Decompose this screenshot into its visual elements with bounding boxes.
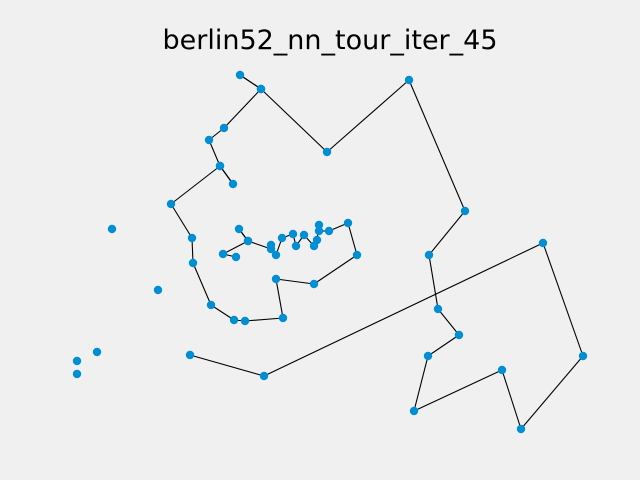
city-point [314,226,324,236]
city-point [235,70,245,80]
city-point [352,250,362,260]
tour-edge [223,88,262,129]
city-point [271,250,281,260]
tour-edge [501,369,522,430]
tour-edge [427,334,460,357]
city-point [314,220,324,230]
city-point [309,241,319,251]
tour-edge [192,262,212,306]
city-point [206,300,216,310]
unvisited-city-point [153,285,163,295]
tour-edge [208,139,221,167]
city-point [185,350,195,360]
city-points [72,70,588,434]
tour-edge [347,222,358,256]
tour-edge [413,369,503,412]
city-point [433,304,443,314]
city-point [278,313,288,323]
city-point [516,424,526,434]
city-point [187,233,197,243]
city-point [188,258,198,268]
city-point [215,161,225,171]
city-point [218,249,228,259]
city-point [277,233,287,243]
tour-edge [408,79,466,212]
unvisited-city-point [72,369,82,379]
tour-edge [275,278,315,285]
city-point [231,252,241,262]
city-point [409,406,419,416]
city-point [497,365,507,375]
tour-edge [244,317,284,322]
city-point [322,147,332,157]
tour-edge [313,254,358,285]
city-point [460,206,470,216]
city-point [256,84,266,94]
tour-edge [260,88,328,153]
tour-edge [437,308,460,336]
tour-edge [326,79,410,153]
city-point [240,316,250,326]
city-point [243,236,253,246]
city-point [229,315,239,325]
city-point [166,199,176,209]
city-point [228,179,238,189]
tour-edge [210,304,235,321]
city-point [454,330,464,340]
tour-path [170,74,584,430]
tour-edge [428,210,466,256]
city-point [343,218,353,228]
tour-edge [413,355,429,412]
city-point [271,274,281,284]
tour-edge [222,240,249,255]
unvisited-city-point [92,347,102,357]
city-point [538,238,548,248]
tour-edge [520,355,584,430]
city-point [309,279,319,289]
city-point [424,250,434,260]
chart-title: berlin52_nn_tour_iter_45 [162,25,497,56]
tour-edge [428,254,439,310]
city-point [204,135,214,145]
city-point [299,230,309,240]
tour-edge [170,165,221,205]
unvisited-city-point [107,224,117,234]
city-point [324,226,334,236]
city-point [578,351,588,361]
tour-edge [275,278,284,319]
tour-edge [239,74,262,90]
city-point [219,123,229,133]
city-point [423,351,433,361]
city-point [288,229,298,239]
tour-edge [170,203,193,239]
city-point [291,241,301,251]
tour-edge [542,242,584,357]
tour-edge [189,354,265,377]
city-point [266,244,276,254]
tour-edge [263,242,544,377]
city-point [259,371,269,381]
unvisited-city-point [72,356,82,366]
city-point [234,224,244,234]
city-point [404,75,414,85]
